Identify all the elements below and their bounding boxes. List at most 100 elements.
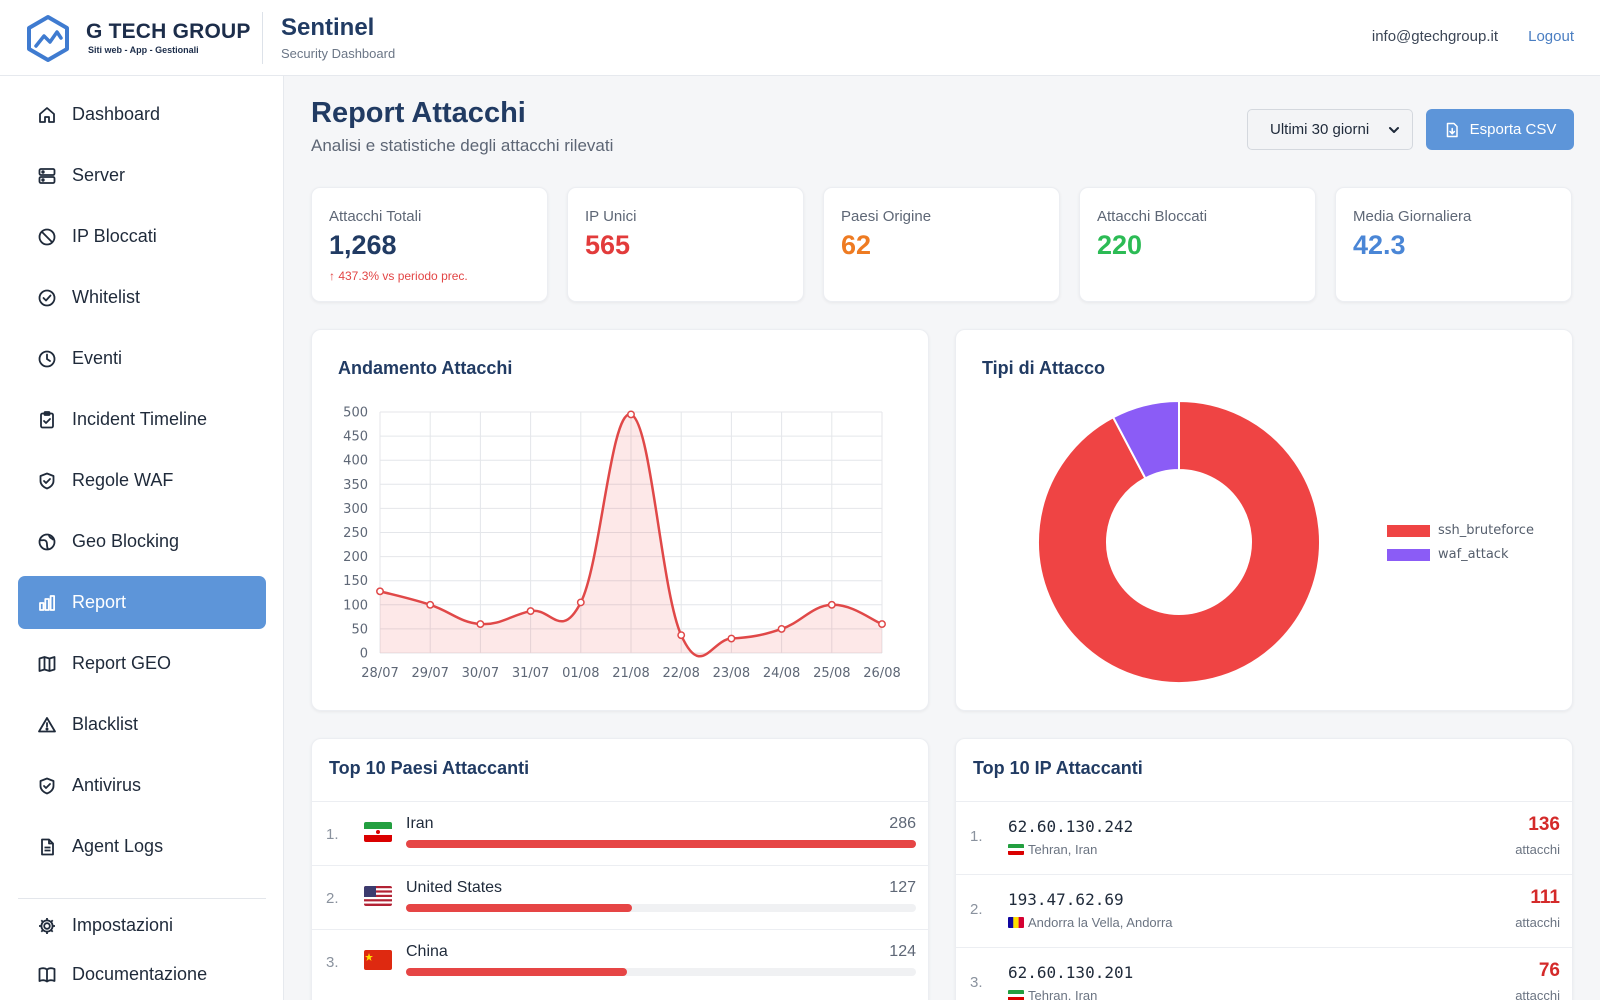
- logout-link[interactable]: Logout: [1528, 28, 1574, 45]
- sidebar-item-geo-blocking[interactable]: Geo Blocking: [18, 515, 266, 568]
- sidebar-item-label: Report: [72, 592, 127, 612]
- stat-label: Paesi Origine: [841, 208, 932, 225]
- row-divider: [312, 929, 928, 930]
- sidebar-item-incident-timeline[interactable]: Incident Timeline: [18, 393, 266, 446]
- ip-address: 193.47.62.69: [1008, 890, 1124, 909]
- sidebar-item-label: Geo Blocking: [72, 531, 180, 551]
- y-tick-label: 50: [351, 622, 368, 637]
- page-title: Report Attacchi: [311, 97, 526, 129]
- x-tick-label: 21/08: [612, 666, 649, 681]
- sidebar-item-server[interactable]: Server: [18, 149, 266, 202]
- ip-location: Tehran, Iran: [1008, 842, 1097, 857]
- attack-types-title: Tipi di Attacco: [982, 358, 1106, 378]
- x-tick-label: 30/07: [462, 666, 499, 681]
- header-divider: [262, 12, 263, 64]
- panel-header-divider: [312, 801, 928, 802]
- stat-delta: ↑ 437.3% vs periodo prec.: [329, 269, 468, 283]
- page-subtitle: Analisi e statistiche degli attacchi ril…: [311, 136, 614, 155]
- sidebar-item-label: Incident Timeline: [72, 409, 208, 429]
- x-tick-label: 25/08: [813, 666, 850, 681]
- series-area-fill: [380, 414, 882, 657]
- ip-location-text: Tehran, Iran: [1028, 988, 1098, 1000]
- sidebar-item-label: Dashboard: [72, 104, 161, 124]
- sidebar-item-report-geo[interactable]: Report GEO: [18, 637, 266, 690]
- legend-label: ssh_bruteforce: [1438, 523, 1534, 538]
- ip-rank: 2.: [970, 901, 983, 918]
- sidebar-item-agent-logs[interactable]: Agent Logs: [18, 820, 266, 873]
- sidebar-item-eventi[interactable]: Eventi: [18, 332, 266, 385]
- top-countries-panel: Top 10 Paesi Attaccanti 1. Iran 286 2. U…: [311, 738, 929, 1000]
- sidebar-item-label: Blacklist: [72, 714, 139, 734]
- y-tick-label: 400: [343, 454, 368, 469]
- bar-chart-icon: [36, 592, 58, 614]
- country-row: 2. United States 127: [312, 866, 928, 929]
- x-tick-label: 26/08: [863, 666, 900, 681]
- period-select-value: Ultimi 30 giorni: [1270, 121, 1370, 138]
- legend-swatch: [1387, 524, 1430, 537]
- country-count: 124: [889, 943, 916, 960]
- sidebar-item-regole-waf[interactable]: Regole WAF: [18, 454, 266, 507]
- ip-attack-count-label: attacchi: [1515, 915, 1560, 930]
- x-tick-label: 01/08: [562, 666, 599, 681]
- sidebar-item-blacklist[interactable]: Blacklist: [18, 698, 266, 751]
- stat-value: 62: [841, 230, 872, 260]
- sidebar-item-label: IP Bloccati: [72, 226, 157, 246]
- country-bar-track: [406, 968, 916, 976]
- sidebar-item-documentazione[interactable]: Documentazione: [18, 952, 266, 1000]
- sidebar-item-label: Impostazioni: [72, 915, 174, 935]
- clock-icon: [36, 348, 58, 370]
- sidebar-item-impostazioni[interactable]: Impostazioni: [18, 899, 266, 952]
- data-point: [878, 620, 886, 629]
- data-point: [376, 587, 384, 596]
- stat-card-attacchi-totali: Attacchi Totali 1,268 ↑ 437.3% vs period…: [311, 187, 548, 302]
- x-tick-label: 23/08: [713, 666, 750, 681]
- brand-tagline: Siti web - App - Gestionali: [88, 45, 199, 55]
- ip-address: 62.60.130.201: [1008, 963, 1134, 982]
- globe-icon: [36, 531, 58, 553]
- top-ips-title: Top 10 IP Attaccanti: [973, 758, 1143, 778]
- ip-row: 3. 62.60.130.201 Tehran, Iran 76 attacch…: [956, 948, 1572, 1000]
- sidebar-item-report[interactable]: Report: [18, 576, 266, 629]
- user-email: info@gtechgroup.it: [1371, 28, 1498, 45]
- server-icon: [36, 165, 58, 187]
- sidebar-item-dashboard[interactable]: Dashboard: [18, 88, 266, 141]
- data-point: [526, 607, 535, 616]
- ip-attack-count: 111: [1530, 887, 1560, 908]
- company-logo-icon: [27, 15, 69, 62]
- y-tick-label: 150: [343, 574, 368, 589]
- ip-attack-count: 136: [1528, 814, 1560, 835]
- country-rank: 2.: [326, 890, 339, 907]
- country-bar-fill: [406, 904, 633, 912]
- country-rank: 3.: [326, 954, 339, 971]
- ip-attack-count-label: attacchi: [1515, 988, 1560, 1000]
- ip-attack-count: 76: [1538, 960, 1560, 981]
- donut-slice-waf-attack: [1111, 399, 1180, 480]
- top-header: G TECH GROUP Siti web - App - Gestionali…: [0, 0, 1600, 76]
- export-csv-button[interactable]: Esporta CSV: [1426, 109, 1574, 150]
- iran-flag-icon: [1008, 990, 1024, 1000]
- sidebar-item-label: Eventi: [72, 348, 123, 368]
- sidebar: Dashboard Server IP Bloccati Whitelist E…: [0, 76, 284, 1000]
- sidebar-item-ip-bloccati[interactable]: IP Bloccati: [18, 210, 266, 263]
- y-tick-label: 300: [343, 502, 368, 517]
- y-tick-label: 350: [343, 478, 368, 493]
- warning-icon: [36, 714, 58, 736]
- country-bar-fill: [406, 840, 916, 848]
- ban-icon: [36, 226, 58, 248]
- china-flag-icon: [364, 950, 392, 970]
- stat-label: Attacchi Totali: [329, 208, 422, 225]
- iran-flag-icon: [364, 822, 392, 842]
- country-bar-fill: [406, 968, 628, 976]
- clipboard-check-icon: [36, 409, 58, 431]
- y-tick-label: 500: [343, 406, 368, 421]
- stat-card-media-giornaliera: Media Giornaliera 42.3: [1335, 187, 1572, 302]
- shield-check-icon: [36, 775, 58, 797]
- period-select[interactable]: Ultimi 30 giorni: [1247, 109, 1413, 150]
- stat-value: 42.3: [1353, 230, 1406, 260]
- sidebar-item-whitelist[interactable]: Whitelist: [18, 271, 266, 324]
- stat-value: 565: [585, 230, 631, 260]
- x-tick-label: 29/07: [411, 666, 448, 681]
- sidebar-item-label: Report GEO: [72, 653, 172, 673]
- stat-label: Media Giornaliera: [1353, 208, 1472, 225]
- sidebar-item-antivirus[interactable]: Antivirus: [18, 759, 266, 812]
